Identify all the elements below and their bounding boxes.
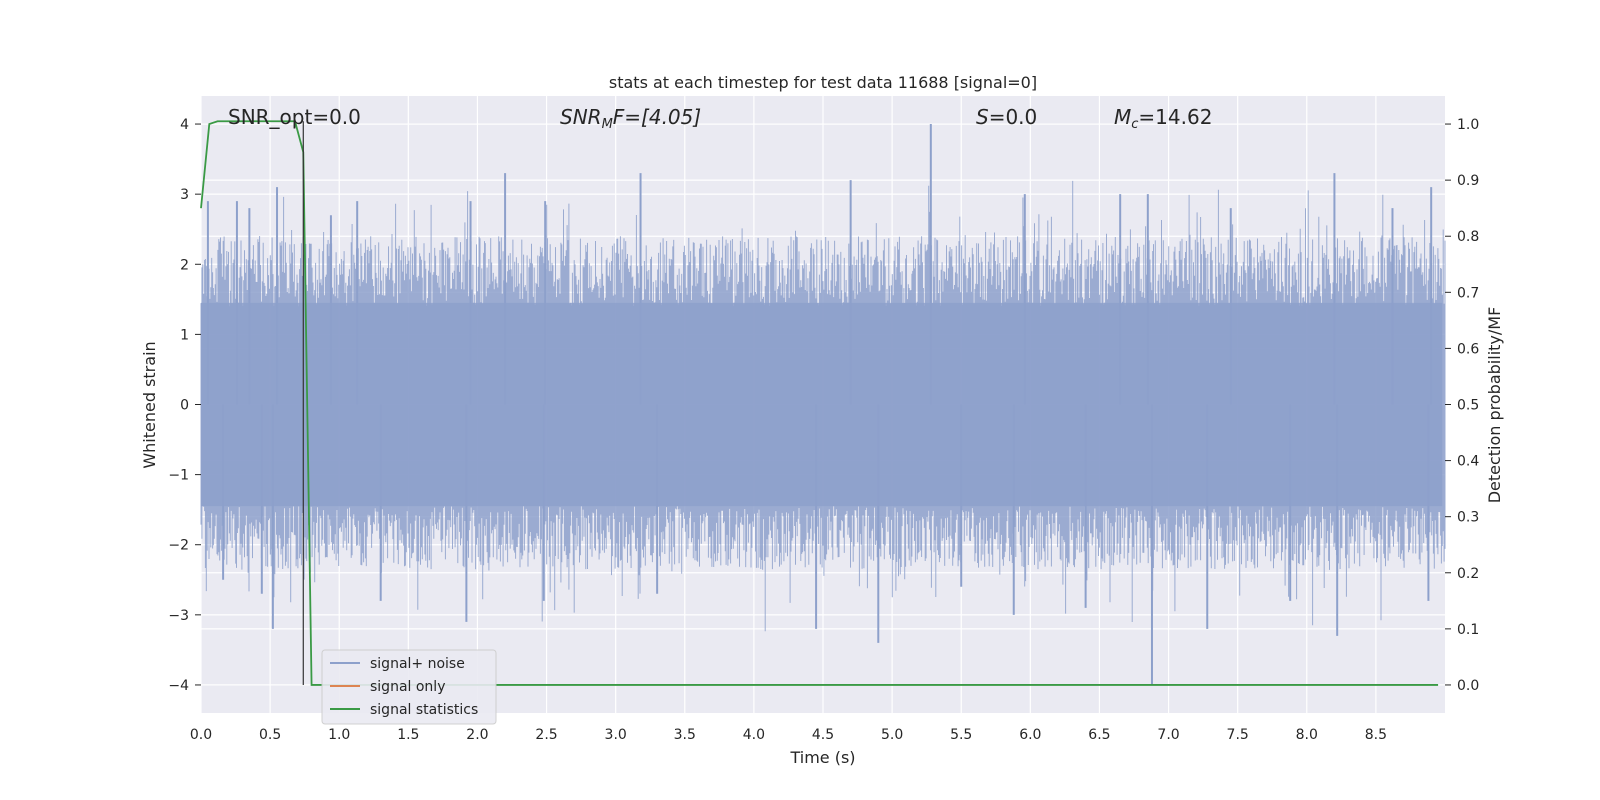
legend-label-signal-statistics: signal statistics bbox=[370, 702, 478, 718]
y-tick-label-3: −1 bbox=[168, 468, 189, 484]
annotation-s: S=0.0 bbox=[976, 105, 1037, 129]
y2-tick-label-3: 0.3 bbox=[1457, 510, 1479, 526]
x-tick-label-0: 0.0 bbox=[190, 727, 212, 743]
y2-tick-label-5: 0.5 bbox=[1457, 398, 1479, 414]
mc-tail: =14.62 bbox=[1138, 105, 1212, 129]
y2-tick-label-1: 0.1 bbox=[1457, 622, 1479, 638]
x-tick-label-6: 3.0 bbox=[605, 727, 627, 743]
y2-tick-label-8: 0.8 bbox=[1457, 229, 1479, 245]
x-tick-label-8: 4.0 bbox=[743, 727, 765, 743]
x-tick-label-4: 2.0 bbox=[466, 727, 488, 743]
mc-base: M bbox=[1114, 105, 1131, 129]
legend-label-signal-noise: signal+ noise bbox=[370, 656, 465, 672]
y-tick-label-1: −3 bbox=[168, 608, 189, 624]
y2-tick-label-10: 1.0 bbox=[1457, 117, 1479, 133]
y-tick-label-4: 0 bbox=[180, 398, 189, 414]
snr-mf-base: SNR bbox=[560, 105, 602, 129]
y2-axis-ticks: 0.0 0.1 0.2 0.3 0.4 0.5 0.6 0.7 0.8 0.9 1.0 bbox=[1445, 117, 1479, 694]
noise-trace bbox=[200, 180, 1446, 632]
x-tick-label-16: 8.0 bbox=[1296, 727, 1318, 743]
x-tick-label-13: 6.5 bbox=[1088, 727, 1110, 743]
y2-tick-label-7: 0.7 bbox=[1457, 285, 1479, 301]
x-tick-label-14: 7.0 bbox=[1157, 727, 1179, 743]
mc-sub: c bbox=[1131, 117, 1138, 132]
s-tail: =0.0 bbox=[989, 105, 1038, 129]
x-tick-label-5: 2.5 bbox=[535, 727, 557, 743]
x-tick-label-2: 1.0 bbox=[328, 727, 350, 743]
chart-title: stats at each timestep for test data 116… bbox=[609, 73, 1037, 92]
x-tick-label-12: 6.0 bbox=[1019, 727, 1041, 743]
y2-tick-label-2: 0.2 bbox=[1457, 566, 1479, 582]
snr-mf-sub: M bbox=[602, 117, 613, 132]
y-tick-label-7: 3 bbox=[180, 187, 189, 203]
y-tick-label-5: 1 bbox=[180, 327, 189, 343]
x-tick-label-10: 5.0 bbox=[881, 727, 903, 743]
y2-tick-label-4: 0.4 bbox=[1457, 454, 1479, 470]
y-tick-label-6: 2 bbox=[180, 257, 189, 273]
series-signal-noise bbox=[200, 124, 1446, 685]
annotation-snr-opt: SNR_opt=0.0 bbox=[228, 105, 361, 129]
x-tick-label-17: 8.5 bbox=[1365, 727, 1387, 743]
annotation-snr-mf: SNRMF=[4.05] bbox=[560, 105, 701, 132]
y2-axis-label: Detection probability/MF bbox=[1485, 307, 1504, 504]
x-tick-label-1: 0.5 bbox=[259, 727, 281, 743]
series-signal-statistics bbox=[200, 120, 1439, 686]
y-axis-ticks: −4 −3 −2 −1 0 1 2 3 4 bbox=[168, 117, 201, 694]
x-tick-label-7: 3.5 bbox=[674, 727, 696, 743]
x-tick-label-3: 1.5 bbox=[397, 727, 419, 743]
legend-box bbox=[321, 649, 497, 725]
x-axis-label: Time (s) bbox=[789, 748, 855, 767]
s-base: S bbox=[976, 105, 989, 129]
y2-tick-label-9: 0.9 bbox=[1457, 173, 1479, 189]
snr-mf-tail: F=[4.05] bbox=[613, 105, 701, 129]
y2-tick-label-6: 0.6 bbox=[1457, 341, 1479, 357]
legend: signal+ noise signal only signal statist… bbox=[321, 649, 497, 725]
legend-label-signal-only: signal only bbox=[370, 679, 445, 695]
y-axis-label: Whitened strain bbox=[140, 341, 159, 468]
y2-tick-label-0: 0.0 bbox=[1457, 678, 1479, 694]
x-tick-label-15: 7.5 bbox=[1227, 727, 1249, 743]
y-tick-label-2: −2 bbox=[168, 538, 189, 554]
y-tick-label-8: 4 bbox=[180, 117, 189, 133]
x-tick-label-9: 4.5 bbox=[812, 727, 834, 743]
annotation-mc: Mc=14.62 bbox=[1114, 105, 1212, 132]
x-axis-ticks: 0.0 0.5 1.0 1.5 2.0 2.5 3.0 3.5 4.0 4.5 5.0 5.5 6.0 6… bbox=[190, 727, 1387, 743]
x-tick-label-11: 5.5 bbox=[950, 727, 972, 743]
signal-statistics-line bbox=[200, 120, 1439, 686]
y-tick-label-0: −4 bbox=[168, 678, 189, 694]
